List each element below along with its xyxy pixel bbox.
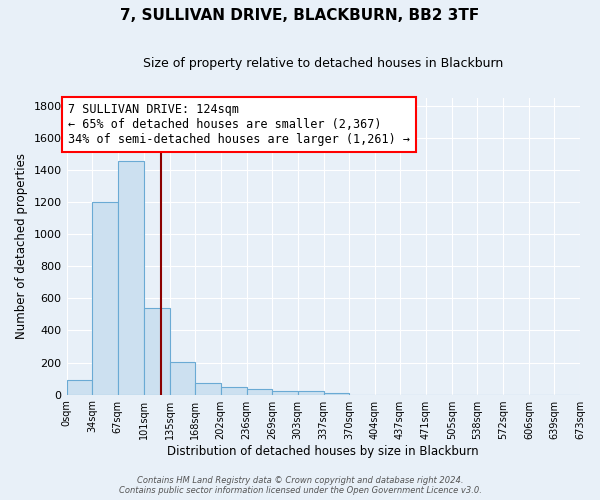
Bar: [221, 387, 247, 394]
Bar: [67, 380, 92, 394]
Text: 7, SULLIVAN DRIVE, BLACKBURN, BB2 3TF: 7, SULLIVAN DRIVE, BLACKBURN, BB2 3TF: [121, 8, 479, 22]
Bar: [195, 384, 221, 394]
Text: Contains HM Land Registry data © Crown copyright and database right 2024.
Contai: Contains HM Land Registry data © Crown c…: [119, 476, 481, 495]
Bar: [118, 160, 143, 394]
Bar: [272, 390, 298, 394]
Bar: [323, 393, 349, 394]
Bar: [170, 362, 195, 394]
X-axis label: Distribution of detached houses by size in Blackburn: Distribution of detached houses by size …: [167, 444, 479, 458]
Text: 7 SULLIVAN DRIVE: 124sqm
← 65% of detached houses are smaller (2,367)
34% of sem: 7 SULLIVAN DRIVE: 124sqm ← 65% of detach…: [68, 103, 410, 146]
Bar: [92, 202, 118, 394]
Bar: [298, 392, 323, 394]
Bar: [143, 308, 170, 394]
Bar: [247, 389, 272, 394]
Title: Size of property relative to detached houses in Blackburn: Size of property relative to detached ho…: [143, 58, 503, 70]
Y-axis label: Number of detached properties: Number of detached properties: [15, 154, 28, 340]
